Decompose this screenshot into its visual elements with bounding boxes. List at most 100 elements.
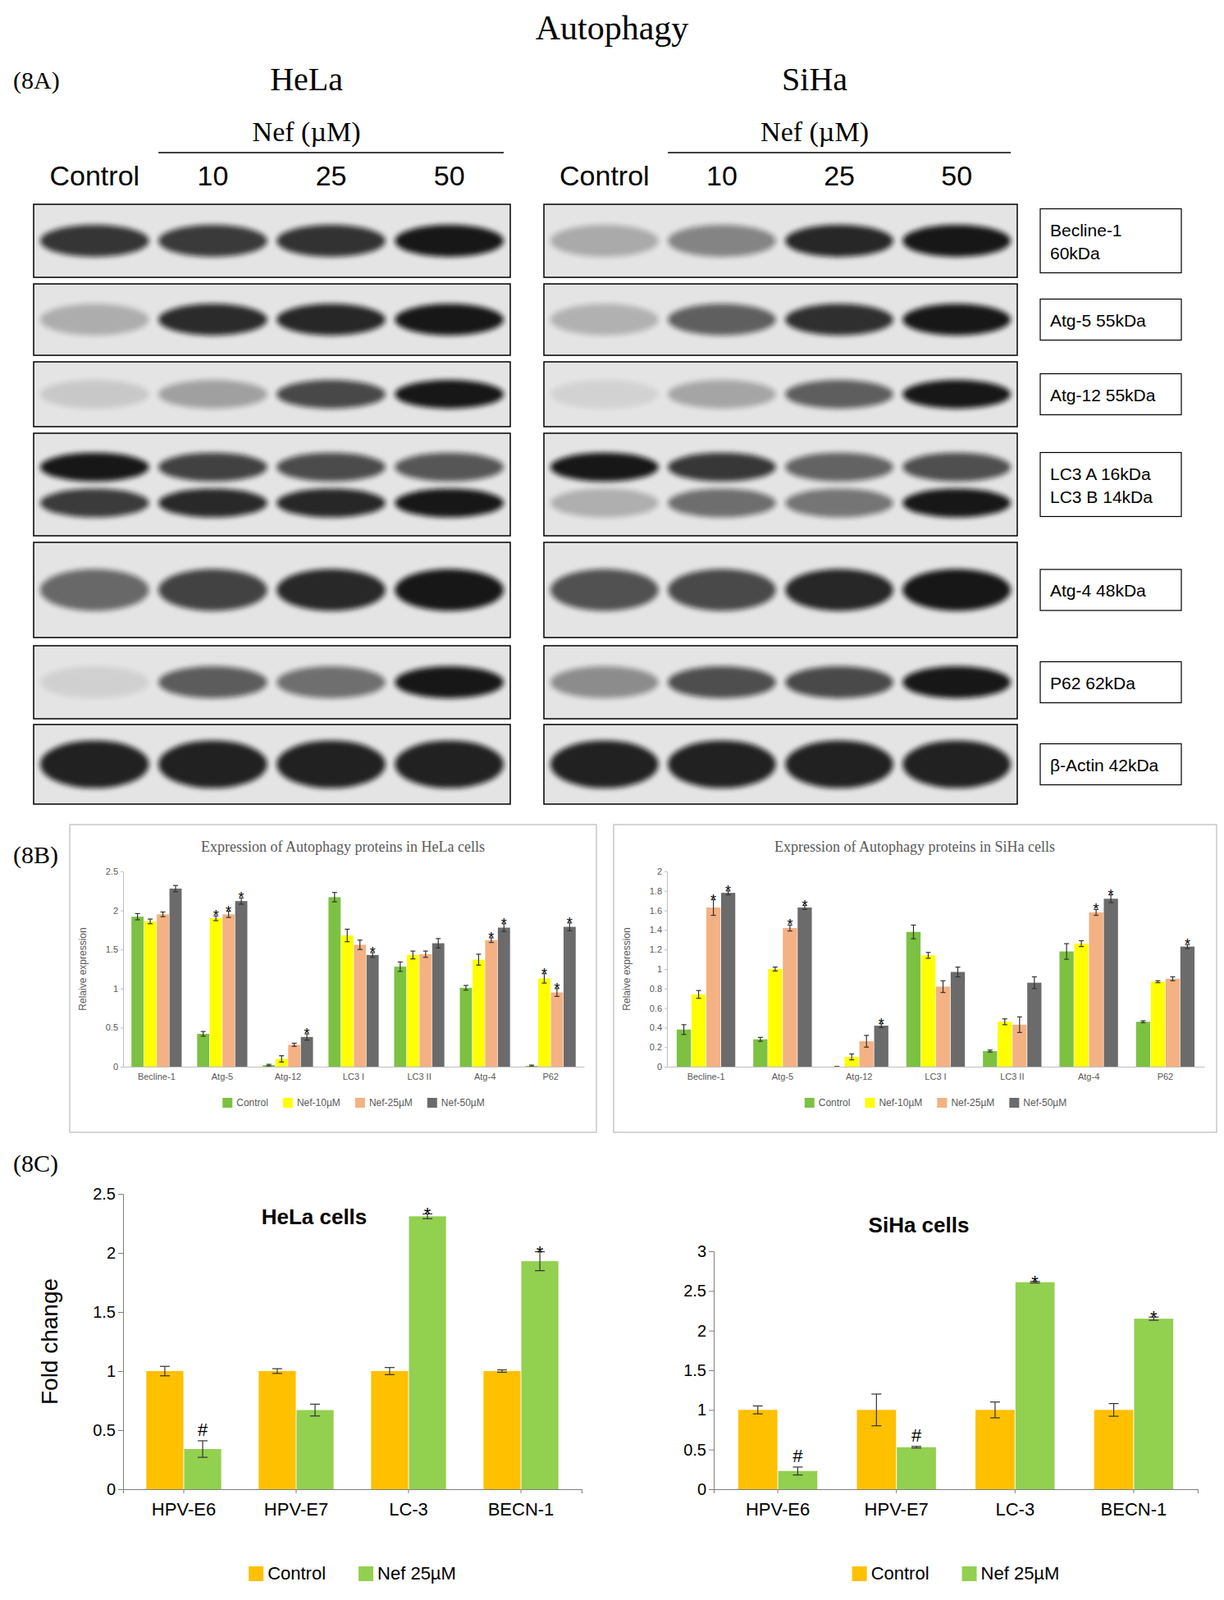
bar: [525, 1065, 539, 1067]
error-bar: [1032, 977, 1037, 989]
x-tick: BECN-1: [488, 1488, 555, 1520]
error-bar-segment: [332, 901, 338, 903]
blot-band: [902, 379, 1011, 409]
y-tick-label: 2.5: [92, 1184, 116, 1203]
error-bar-segment: [1155, 981, 1161, 983]
error-bar: [475, 954, 481, 965]
row-label: 60kDa: [1050, 243, 1101, 263]
y-tick: 1.2: [649, 944, 667, 955]
error-bar: [497, 1370, 507, 1373]
error-bar-segment: [987, 1049, 993, 1051]
legend-item: Nef-10µM: [864, 1096, 923, 1109]
error-bar: [384, 1367, 395, 1375]
error-bar-segment: [792, 1474, 803, 1476]
row-label: β-Actin 42kDa: [1050, 755, 1160, 775]
legend: ControlNef-10µMNef-25µMNef-50µM: [222, 1096, 485, 1109]
error-bar-segment: [1032, 987, 1037, 989]
legend-swatch: [222, 1097, 233, 1108]
bar: [950, 972, 965, 1067]
blot-strip: [543, 542, 1018, 638]
x-tick: HPV-E7: [264, 1488, 329, 1520]
y-tick-mark: [664, 949, 667, 950]
error-bar: [849, 1054, 855, 1060]
significance-marker: *: [369, 944, 376, 961]
treatment-bracket: [158, 151, 504, 154]
error-bar-segment: [435, 947, 441, 949]
y-tick: 0.2: [649, 1041, 667, 1052]
x-tick: LC3 I: [924, 1066, 946, 1082]
blot-band: [667, 568, 777, 611]
legend: ControlNef 25µM: [852, 1562, 1060, 1584]
significance-marker: *: [710, 891, 717, 909]
y-tick: 1.6: [649, 905, 667, 916]
bar: [538, 977, 551, 1067]
legend-label: Nef 25µM: [981, 1562, 1060, 1584]
y-tick-label: 0: [113, 1061, 119, 1072]
error-bar-segment: [314, 1403, 316, 1416]
blot-band: [394, 303, 504, 335]
significance-marker: *: [488, 929, 494, 946]
error-bar: [925, 952, 931, 959]
x-tick: Atg-5: [211, 1066, 233, 1082]
error-bar-segment: [278, 1055, 284, 1056]
bar: [676, 1029, 691, 1067]
panel-label: (8B): [13, 840, 59, 869]
y-tick: 3: [697, 1242, 714, 1261]
bar: [1103, 898, 1118, 1067]
row-label-box: [1040, 744, 1182, 786]
error-bar-segment: [384, 1366, 395, 1368]
significance-marker: *: [566, 914, 573, 932]
y-tick-label: 2.5: [683, 1281, 707, 1300]
bar: [328, 896, 341, 1067]
error-bar-segment: [200, 1035, 206, 1037]
error-bar-segment: [942, 980, 944, 992]
blot-band: [158, 452, 268, 482]
x-tick-mark: [777, 1488, 779, 1494]
blot-band: [667, 488, 777, 518]
bar: [520, 1260, 558, 1489]
x-tick: BECN-1: [1100, 1488, 1168, 1520]
bar: [419, 954, 432, 1067]
error-bar-segment: [758, 1040, 763, 1042]
x-tick: Becline-1: [687, 1066, 726, 1082]
error-bar-segment: [164, 1365, 165, 1376]
x-tick-label: Becline-1: [687, 1071, 726, 1082]
bar: [408, 1215, 446, 1489]
blot-band: [40, 452, 150, 482]
error-bar-segment: [955, 966, 961, 968]
bar: [370, 1370, 408, 1489]
blot-band: [158, 488, 268, 518]
bar: [258, 1370, 296, 1489]
error-bar-segment: [159, 1365, 170, 1367]
error-bar-segment: [475, 953, 481, 955]
blot-strip: [543, 204, 1018, 278]
blot-band: [394, 452, 504, 482]
error-bar-segment: [423, 950, 429, 952]
y-tick-mark: [708, 1251, 714, 1252]
legend: ControlNef 25µM: [248, 1562, 457, 1584]
blot-band: [785, 379, 894, 409]
x-tick-label: LC3 II: [1000, 1071, 1024, 1082]
error-bar-segment: [683, 1024, 685, 1035]
error-bar-segment: [423, 956, 429, 958]
bar: [460, 987, 473, 1067]
y-axis: 00.511.522.53: [683, 1242, 714, 1499]
blot-strip: [33, 724, 511, 804]
bar: [1088, 912, 1103, 1067]
y-tick: 0: [113, 1061, 124, 1072]
error-bar-segment: [925, 957, 931, 959]
error-bar-segment: [851, 1054, 853, 1060]
legend-label: Nef-50µM: [441, 1096, 485, 1109]
x-tick-label: Atg-4: [1077, 1071, 1100, 1082]
legend-item: Nef-50µM: [427, 1096, 485, 1109]
error-bar-segment: [463, 989, 469, 991]
legend-swatch: [936, 1097, 947, 1108]
bar: [262, 1064, 275, 1067]
error-bar-segment: [384, 1374, 395, 1375]
bar: [1165, 978, 1180, 1067]
error-bar-segment: [759, 1036, 761, 1042]
error-bar: [1064, 943, 1069, 960]
y-tick-label: 0.2: [649, 1041, 663, 1052]
x-tick: LC-3: [388, 1488, 429, 1520]
y-axis: 00.20.40.60.811.21.41.61.82: [649, 866, 668, 1072]
